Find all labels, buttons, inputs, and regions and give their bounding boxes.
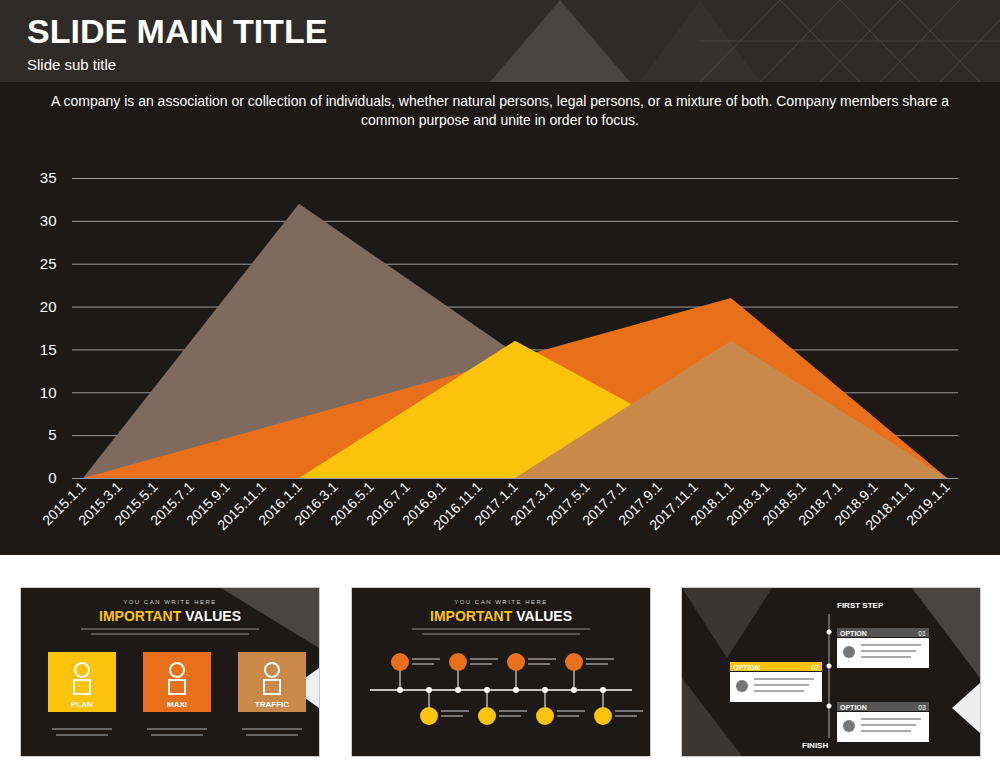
- svg-text:2018.11.1: 2018.11.1: [862, 478, 917, 533]
- svg-text:2019.1.1: 2019.1.1: [903, 478, 953, 528]
- svg-text:2017.11.1: 2017.11.1: [646, 478, 701, 533]
- svg-text:01: 01: [918, 630, 926, 637]
- svg-text:10: 10: [40, 384, 57, 401]
- svg-text:2016.9.1: 2016.9.1: [398, 478, 449, 529]
- svg-text:2015.3.1: 2015.3.1: [74, 478, 125, 529]
- svg-text:2015.11.1: 2015.11.1: [214, 478, 269, 533]
- svg-text:2015.1.1: 2015.1.1: [38, 478, 89, 529]
- svg-text:2015.7.1: 2015.7.1: [146, 478, 197, 529]
- svg-text:FIRST STEP: FIRST STEP: [837, 601, 884, 610]
- svg-text:OPTION: OPTION: [840, 630, 867, 637]
- svg-text:2017.5.1: 2017.5.1: [542, 478, 593, 529]
- svg-text:02: 02: [811, 664, 819, 671]
- svg-text:OPTION: OPTION: [733, 664, 760, 671]
- svg-text:20: 20: [40, 298, 57, 315]
- svg-text:03: 03: [918, 704, 926, 711]
- svg-text:2018.1.1: 2018.1.1: [686, 478, 737, 529]
- svg-text:2015.5.1: 2015.5.1: [110, 478, 161, 529]
- svg-text:TRAFFIC: TRAFFIC: [255, 700, 289, 709]
- svg-text:2018.7.1: 2018.7.1: [794, 478, 845, 529]
- svg-text:2017.9.1: 2017.9.1: [614, 478, 665, 529]
- svg-text:YOU CAN WRITE HERE: YOU CAN WRITE HERE: [454, 599, 548, 605]
- svg-text:PLAN: PLAN: [71, 700, 93, 709]
- svg-text:2016.7.1: 2016.7.1: [362, 478, 413, 529]
- svg-text:MAXI: MAXI: [167, 700, 187, 709]
- svg-text:2018.3.1: 2018.3.1: [722, 478, 773, 529]
- svg-text:IMPORTANTVALUES: IMPORTANTVALUES: [430, 608, 572, 624]
- svg-text:FINISH: FINISH: [802, 741, 828, 750]
- svg-text:2016.1.1: 2016.1.1: [254, 478, 305, 529]
- svg-text:0: 0: [48, 469, 56, 486]
- svg-text:2017.7.1: 2017.7.1: [578, 478, 629, 529]
- svg-text:2016.11.1: 2016.11.1: [430, 478, 485, 533]
- svg-text:2018.9.1: 2018.9.1: [830, 478, 881, 529]
- svg-text:2016.3.1: 2016.3.1: [290, 478, 341, 529]
- svg-text:2017.3.1: 2017.3.1: [506, 478, 557, 529]
- svg-text:25: 25: [40, 255, 57, 272]
- svg-text:15: 15: [40, 341, 57, 358]
- svg-text:2017.1.1: 2017.1.1: [470, 478, 521, 529]
- html-text:Slide sub title: Slide sub title: [27, 56, 117, 73]
- svg-text:YOU CAN WRITE HERE: YOU CAN WRITE HERE: [123, 599, 217, 605]
- svg-text:IMPORTANTVALUES: IMPORTANTVALUES: [99, 608, 241, 624]
- svg-text:OPTION: OPTION: [840, 704, 867, 711]
- svg-text:2015.9.1: 2015.9.1: [182, 478, 233, 529]
- svg-text:2018.5.1: 2018.5.1: [758, 478, 809, 529]
- svg-text:5: 5: [48, 426, 56, 443]
- svg-text:2016.5.1: 2016.5.1: [326, 478, 377, 529]
- svg-text:35: 35: [40, 169, 57, 186]
- html-text:SLIDE MAIN TITLE: SLIDE MAIN TITLE: [27, 12, 328, 50]
- svg-text:30: 30: [40, 212, 57, 229]
- html-text:A company is an association or: A company is an association or collectio…: [51, 93, 949, 128]
